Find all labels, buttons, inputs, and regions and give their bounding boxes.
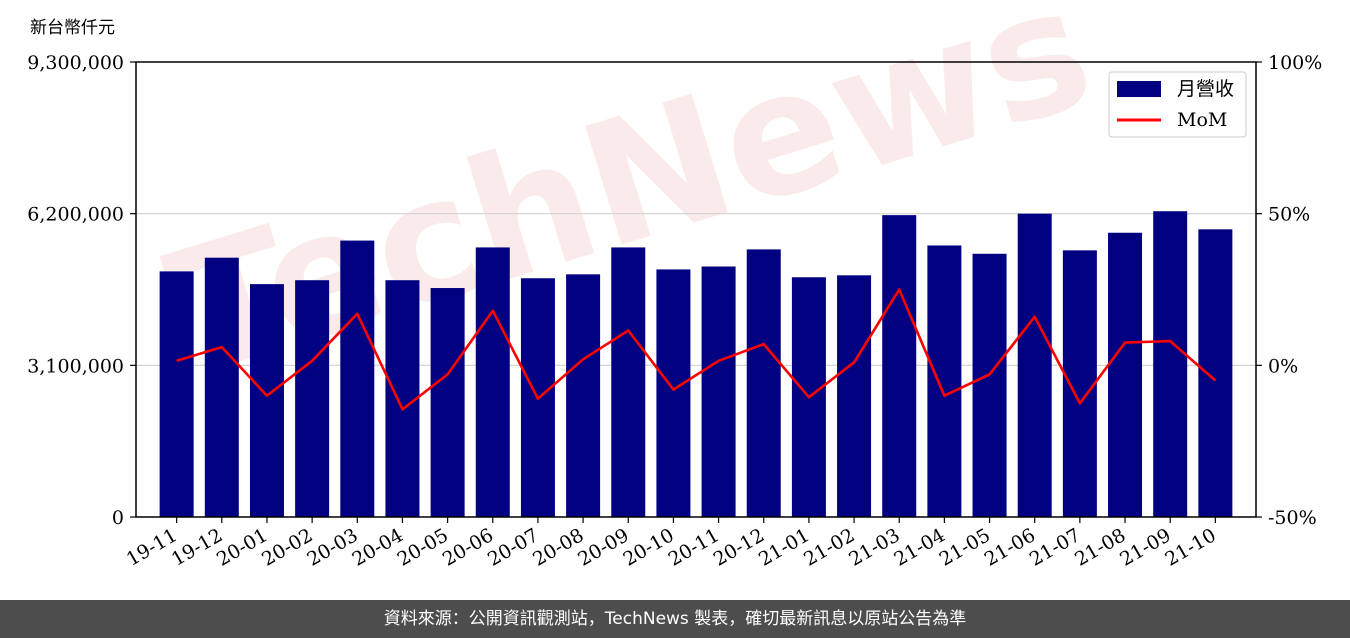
revenue-bar <box>249 284 284 517</box>
revenue-bar <box>1017 213 1052 517</box>
revenue-bar <box>159 271 194 517</box>
revenue-bar <box>204 257 239 517</box>
revenue-bar <box>566 274 601 517</box>
x-tick-label: 19-11 <box>123 524 181 570</box>
revenue-bar <box>882 215 917 518</box>
revenue-bar <box>430 288 465 517</box>
plot-frame <box>135 61 1257 518</box>
legend: 月營收 MoM <box>1108 71 1247 138</box>
revenue-bar <box>1108 232 1143 517</box>
revenue-bar <box>656 269 691 517</box>
chart: TechNews 新台幣仟元 03,100,0006,200,0009,300,… <box>27 0 1322 571</box>
x-tick-label: 21-06 <box>981 524 1039 570</box>
x-tick-label: 20-09 <box>574 524 632 570</box>
legend-bar-swatch <box>1117 81 1161 97</box>
x-tick-label: 19-12 <box>168 524 226 570</box>
x-tick-label: 20-03 <box>303 524 361 570</box>
left-tick-label: 0 <box>112 507 124 529</box>
right-tick-label: -50% <box>1268 507 1317 529</box>
revenue-bar <box>340 240 375 518</box>
right-tick-label: 100% <box>1268 52 1322 74</box>
mom-line <box>176 288 1217 411</box>
x-tick-label: 20-12 <box>710 524 768 570</box>
x-tick-label: 20-01 <box>213 524 271 570</box>
revenue-bar <box>837 275 872 517</box>
x-tick-label: 21-03 <box>845 524 903 570</box>
x-axis: 19-1119-1220-0120-0220-0320-0420-0520-06… <box>123 517 1220 571</box>
right-axis: -50% 0% 50% 100% <box>1256 52 1322 529</box>
x-tick-label: 21-02 <box>800 524 858 570</box>
revenue-bar <box>746 249 781 517</box>
x-tick-label: 21-08 <box>1071 524 1129 570</box>
right-tick-label: 50% <box>1268 204 1310 226</box>
revenue-bar <box>1198 229 1233 518</box>
revenue-bar <box>611 247 646 517</box>
left-tick-label: 6,200,000 <box>27 204 124 226</box>
revenue-bar <box>1153 211 1188 517</box>
legend-line-label: MoM <box>1177 109 1227 131</box>
left-axis-unit: 新台幣仟元 <box>30 18 115 38</box>
x-tick-label: 21-01 <box>755 524 813 570</box>
x-tick-label: 20-02 <box>258 524 316 570</box>
revenue-bar <box>295 280 330 517</box>
revenue-bar <box>927 245 962 517</box>
bars <box>159 211 1233 518</box>
revenue-bar <box>385 280 420 517</box>
x-tick-label: 21-04 <box>890 524 948 570</box>
left-axis: 0 3,100,000 6,200,000 9,300,000 <box>27 52 136 529</box>
x-tick-label: 21-05 <box>936 524 994 570</box>
mom-line-layer <box>176 288 1217 411</box>
revenue-bar <box>972 253 1007 517</box>
left-tick-label: 3,100,000 <box>27 355 124 377</box>
x-tick-label: 20-07 <box>484 524 542 570</box>
x-tick-label: 21-10 <box>1161 524 1219 570</box>
right-tick-label: 0% <box>1268 355 1298 377</box>
revenue-bar <box>701 266 736 517</box>
x-tick-label: 21-09 <box>1116 524 1174 570</box>
source-footer: 資料來源：公開資訊觀測站，TechNews 製表，確切最新訊息以原站公告為準 <box>0 600 1350 638</box>
left-tick-label: 9,300,000 <box>27 52 124 74</box>
legend-bar-label: 月營收 <box>1177 78 1234 100</box>
x-tick-label: 20-04 <box>349 524 407 570</box>
x-tick-label: 20-06 <box>439 524 497 570</box>
revenue-bar <box>1062 250 1097 517</box>
x-tick-label: 20-05 <box>394 524 452 570</box>
x-tick-label: 21-07 <box>1026 524 1084 570</box>
revenue-bar <box>475 247 510 517</box>
x-tick-label: 20-10 <box>619 524 677 570</box>
x-tick-label: 20-08 <box>529 524 587 570</box>
x-tick-label: 20-11 <box>665 524 723 570</box>
